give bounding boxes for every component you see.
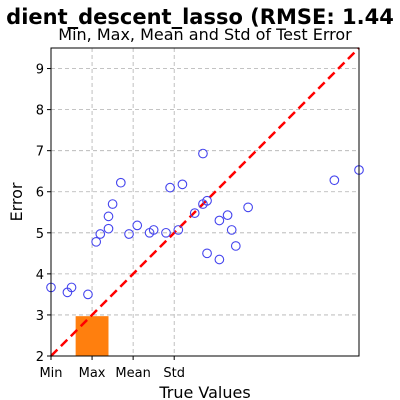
data-point <box>91 236 102 247</box>
data-point <box>202 195 212 206</box>
data-point <box>95 229 106 239</box>
y-tick-label: 7 <box>36 145 44 160</box>
data-point <box>173 225 184 235</box>
bar-layer <box>75 316 109 356</box>
reference-line <box>50 47 360 357</box>
data-point <box>107 199 118 209</box>
data-point <box>329 175 340 186</box>
x-axis-label: True Values <box>158 383 250 400</box>
y-tick-label: 4 <box>36 268 44 283</box>
y-tick-label: 6 <box>36 186 44 201</box>
data-point <box>214 215 225 226</box>
data-point <box>177 179 188 190</box>
data-point <box>230 241 241 251</box>
y-tick-label: 5 <box>36 227 44 242</box>
data-point <box>103 211 114 222</box>
y-tick-label: 9 <box>36 63 44 78</box>
data-point <box>103 223 114 234</box>
y-tick-label: 3 <box>36 309 44 324</box>
data-point <box>189 208 200 218</box>
y-axis-ticks: 2 3 4 5 6 7 8 9 <box>36 63 51 365</box>
x-axis-ticks: Min Max Mean Std <box>39 356 185 381</box>
data-point <box>226 225 237 235</box>
data-point <box>124 229 134 239</box>
y-axis-label: Error <box>7 182 26 221</box>
chart-title: dient_descent_lasso (RMSE: 1.44 <box>6 5 394 29</box>
data-point <box>165 182 175 193</box>
data-point <box>198 148 208 159</box>
reference-line-layer <box>50 47 360 357</box>
data-point <box>214 254 225 265</box>
x-tick-label: Std <box>163 366 185 381</box>
y-tick-label: 8 <box>36 104 44 119</box>
data-point <box>222 210 233 220</box>
x-tick-label: Min <box>39 366 62 381</box>
data-point <box>83 289 93 300</box>
data-point <box>132 220 143 231</box>
data-point <box>243 202 253 213</box>
data-point <box>202 248 212 259</box>
data-point <box>115 177 126 188</box>
data-point <box>161 227 171 238</box>
points-layer <box>46 148 364 300</box>
x-tick-label: Mean <box>115 366 150 381</box>
x-tick-label: Max <box>79 366 106 381</box>
data-point <box>148 225 159 235</box>
chart-subtitle: Min, Max, Mean and Std of Test Error <box>58 25 352 44</box>
data-point <box>66 282 77 293</box>
bar <box>75 316 109 356</box>
plot-frame <box>50 47 360 357</box>
y-tick-label: 2 <box>36 350 44 365</box>
